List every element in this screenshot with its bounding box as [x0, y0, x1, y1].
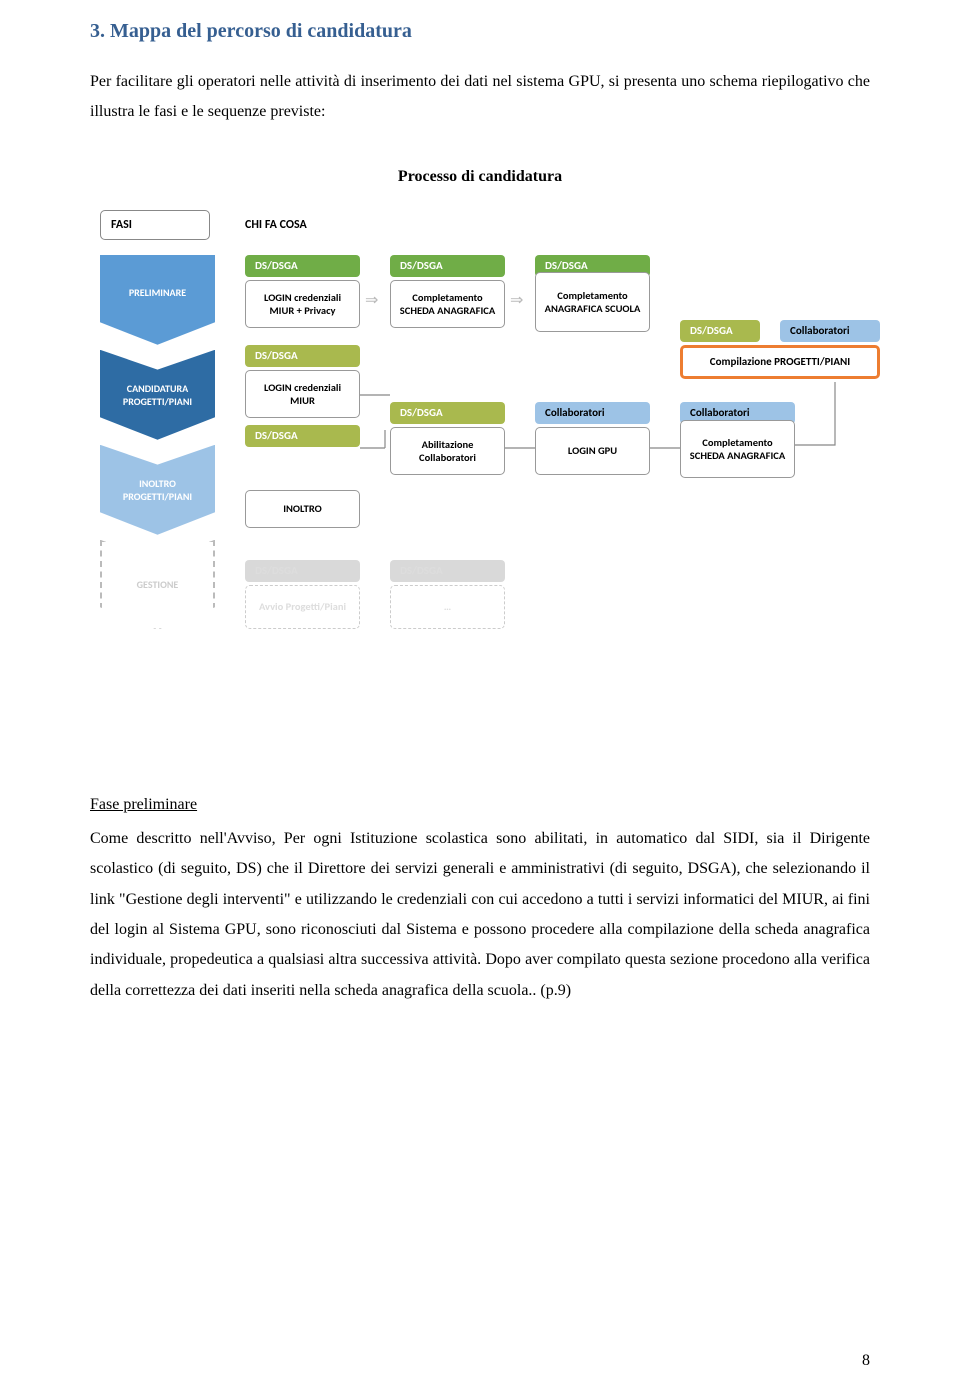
- body-paragraph: Come descritto nell'Avviso, Per ogni Ist…: [90, 824, 870, 1006]
- phase-preliminare: PRELIMINARE: [100, 255, 215, 345]
- phase-candidatura: CANDIDATURA PROGETTI/PIANI: [100, 350, 215, 440]
- tag-r1d: DS/DSGA: [680, 320, 760, 342]
- phase-gestione: GESTIONE: [100, 540, 215, 630]
- act-inoltro: INOLTRO: [245, 490, 360, 528]
- act-compilazione-progetti: Compilazione PROGETTI/PIANI: [680, 345, 880, 379]
- tag-r2d: Collaboratori: [535, 402, 650, 424]
- act-ellipsis: …: [390, 585, 505, 629]
- tag-r2c: DS/DSGA: [390, 402, 505, 424]
- tag-r1b: DS/DSGA: [390, 255, 505, 277]
- act-abilitazione-collab: Abilitazione Collaboratori: [390, 427, 505, 475]
- section-heading: 3. Mappa del percorso di candidatura: [90, 20, 870, 43]
- act-login-cred-miur: LOGIN credenziali MIUR: [245, 370, 360, 418]
- intro-paragraph: Per facilitare gli operatori nelle attiv…: [90, 67, 870, 128]
- underlined-subheading: Fase preliminare: [90, 796, 870, 814]
- header-fasi: FASI: [100, 210, 210, 240]
- tag-r2a: DS/DSGA: [245, 345, 360, 367]
- tag-r2b: DS/DSGA: [245, 425, 360, 447]
- tag-r4a: DS/DSGA: [245, 560, 360, 582]
- arrow-icon: ⇒: [365, 296, 383, 308]
- header-chi: CHI FA COSA: [245, 210, 360, 240]
- diagram-title: Processo di candidatura: [90, 168, 870, 186]
- act-login-miur-priv: LOGIN credenziali MIUR + Privacy: [245, 280, 360, 328]
- act-login-gpu: LOGIN GPU: [535, 427, 650, 475]
- arrow-icon: ⇒: [510, 296, 528, 308]
- phase-inoltro: INOLTRO PROGETTI/PIANI: [100, 445, 215, 535]
- act-compl-anag-scuola: Completamento ANAGRAFICA SCUOLA: [535, 272, 650, 332]
- act-compl-scheda-anag: Completamento SCHEDA ANAGRAFICA: [390, 280, 505, 328]
- tag-r1e: Collaboratori: [780, 320, 880, 342]
- act-avvio-progetti: Avvio Progetti/Piani: [245, 585, 360, 629]
- process-diagram: FASI CHI FA COSA PRELIMINARE CANDIDATURA…: [90, 210, 880, 770]
- act-compl-scheda-anag-2: Completamento SCHEDA ANAGRAFICA: [680, 420, 795, 478]
- tag-r4b: DS/DSGA: [390, 560, 505, 582]
- page-number: 8: [862, 1352, 870, 1370]
- tag-r1a: DS/DSGA: [245, 255, 360, 277]
